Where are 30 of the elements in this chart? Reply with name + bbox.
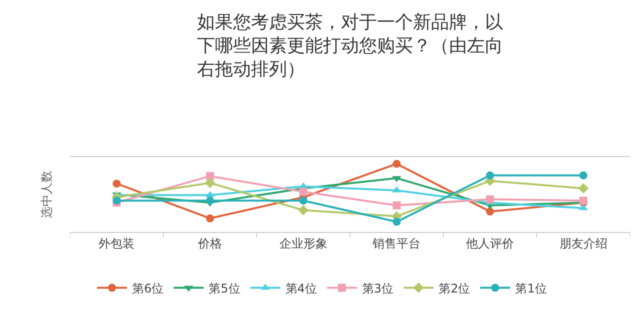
point [486,171,494,180]
legend-label: 第5位 [208,281,240,296]
x-tick-label: 企业形象 [279,236,328,250]
point [206,172,214,180]
point [298,204,309,216]
legend-label: 第2位 [438,281,470,296]
point [486,195,494,204]
point [204,178,216,188]
legend-label: 第3位 [362,281,394,296]
point [392,160,401,168]
point [206,214,214,222]
point [299,188,308,196]
point [392,201,401,210]
y-axis-title: 选中人数 [39,170,54,218]
point [579,171,588,180]
point [206,196,214,205]
chart-title: 如果您考虑买茶，对于一个新品牌，以下哪些因素更能打动您购买？（由左向右拖动排列） [197,12,503,80]
x-tick-label: 销售平台 [372,236,421,250]
point [486,208,494,216]
point [392,218,401,226]
point [112,180,121,188]
x-tick-label: 朋友介绍 [559,236,608,250]
point [578,183,589,194]
x-tick-label: 外包装 [98,236,135,250]
x-tick-label: 价格 [197,236,222,250]
x-tick-label: 他人评价 [466,236,514,250]
legend-label: 第6位 [132,281,164,296]
legend-label: 第4位 [285,281,317,296]
legend-label: 第1位 [515,281,547,296]
point [299,196,308,205]
